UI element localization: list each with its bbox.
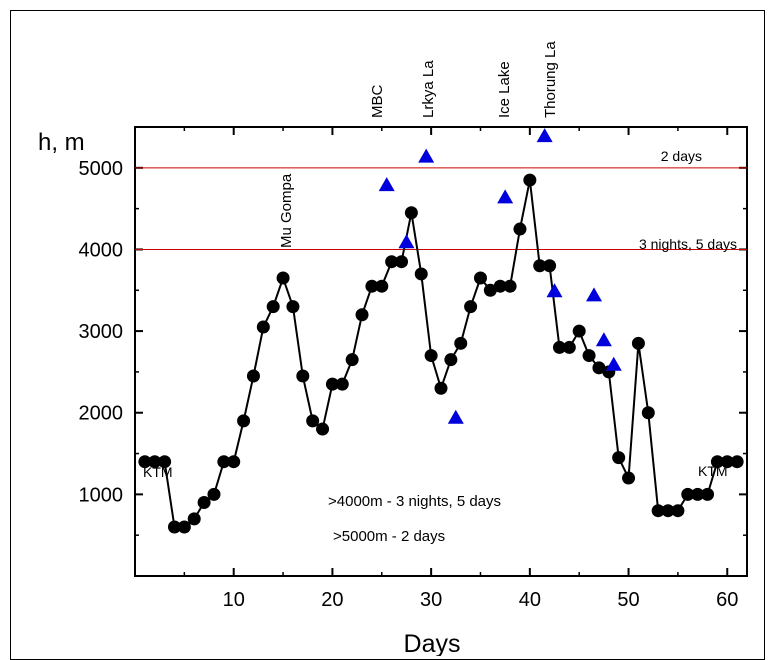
note-5000m: >5000m - 2 days: [333, 528, 445, 545]
data-point: [533, 259, 547, 273]
x-tick-label: 40: [519, 589, 541, 611]
data-point: [207, 487, 221, 501]
x-tick-label: 20: [321, 589, 343, 611]
data-point: [562, 340, 576, 354]
peak-label-mu-gompa: Mu Gompa: [278, 173, 295, 248]
data-point: [552, 340, 566, 354]
data-point: [335, 377, 349, 391]
data-point: [651, 504, 665, 518]
data-point: [138, 455, 152, 469]
data-point: [641, 406, 655, 420]
triangle-point: [418, 148, 435, 163]
data-point: [345, 353, 359, 367]
data-point: [483, 283, 497, 297]
data-point: [276, 271, 290, 285]
data-point: [148, 455, 162, 469]
triangle-point: [605, 356, 622, 371]
data-point: [622, 471, 636, 485]
data-point: [404, 206, 418, 220]
data-point: [385, 255, 399, 269]
data-point: [631, 336, 645, 350]
data-point: [414, 267, 428, 281]
data-point: [177, 520, 191, 534]
note-4000m: >4000m - 3 nights, 5 days: [328, 493, 501, 510]
data-point: [395, 255, 409, 269]
data-point: [710, 455, 724, 469]
data-point: [296, 369, 310, 383]
data-point: [572, 324, 586, 338]
x-tick-label: 30: [420, 589, 442, 611]
peak-label-thorung-la: Thorung La: [542, 41, 559, 118]
data-point: [612, 451, 626, 465]
end-label-ktm-start: KTM: [143, 464, 173, 480]
triangle-point: [398, 234, 415, 249]
data-point: [473, 271, 487, 285]
data-point: [582, 349, 596, 363]
data-point: [513, 222, 527, 236]
end-label-ktm-end: KTM: [698, 463, 728, 479]
x-axis-title: Days: [404, 630, 461, 656]
peak-label-mbc: MBC: [369, 85, 386, 119]
data-point: [592, 361, 606, 375]
data-point: [434, 381, 448, 395]
triangle-point: [536, 128, 553, 143]
x-tick-label: 10: [223, 589, 245, 611]
data-point: [187, 512, 201, 526]
y-tick-label: 1000: [79, 484, 124, 506]
data-point: [306, 414, 320, 428]
data-point: [365, 279, 379, 293]
data-point: [503, 279, 517, 293]
peak-label-ice-lake: Ice Lake: [496, 61, 513, 118]
data-point: [523, 173, 537, 187]
data-point: [158, 455, 172, 469]
data-point: [286, 300, 300, 314]
triangle-point: [378, 177, 395, 192]
data-point: [424, 349, 438, 363]
triangle-point: [447, 409, 464, 424]
x-tick-label: 50: [617, 589, 639, 611]
series-line-0: [144, 179, 738, 529]
data-point: [355, 308, 369, 322]
y-axis-title: h, m: [38, 129, 85, 156]
hline-label-4000: 3 nights, 5 days: [639, 236, 737, 252]
plot-area-border: [134, 126, 748, 577]
triangle-point: [586, 287, 602, 302]
data-point: [227, 455, 241, 469]
data-point: [316, 422, 330, 436]
data-point: [237, 414, 251, 428]
data-point: [720, 455, 734, 469]
data-point: [266, 300, 280, 314]
data-point: [661, 504, 675, 518]
data-point: [375, 279, 389, 293]
data-point: [671, 504, 685, 518]
y-tick-label: 5000: [79, 158, 124, 180]
data-point: [681, 487, 695, 501]
data-point: [217, 455, 231, 469]
data-point: [197, 496, 211, 510]
triangle-point: [546, 283, 563, 298]
y-tick-label: 2000: [79, 403, 124, 425]
y-tick-label: 3000: [79, 321, 124, 343]
triangle-point: [595, 332, 612, 347]
data-point: [256, 320, 270, 334]
triangle-point: [497, 189, 514, 204]
data-point: [246, 369, 260, 383]
x-tick-label: 60: [716, 589, 738, 611]
data-point: [543, 259, 557, 273]
y-tick-label: 4000: [79, 239, 124, 261]
data-point: [454, 336, 468, 350]
data-point: [167, 520, 181, 534]
data-point: [325, 377, 339, 391]
data-point: [691, 487, 705, 501]
data-point: [464, 300, 478, 314]
peak-label-lrkya-la: Lrkya La: [420, 60, 437, 118]
data-point: [701, 487, 715, 501]
data-point: [730, 455, 744, 469]
hline-label-5000: 2 days: [661, 148, 702, 164]
data-point: [493, 279, 507, 293]
data-point: [444, 353, 458, 367]
